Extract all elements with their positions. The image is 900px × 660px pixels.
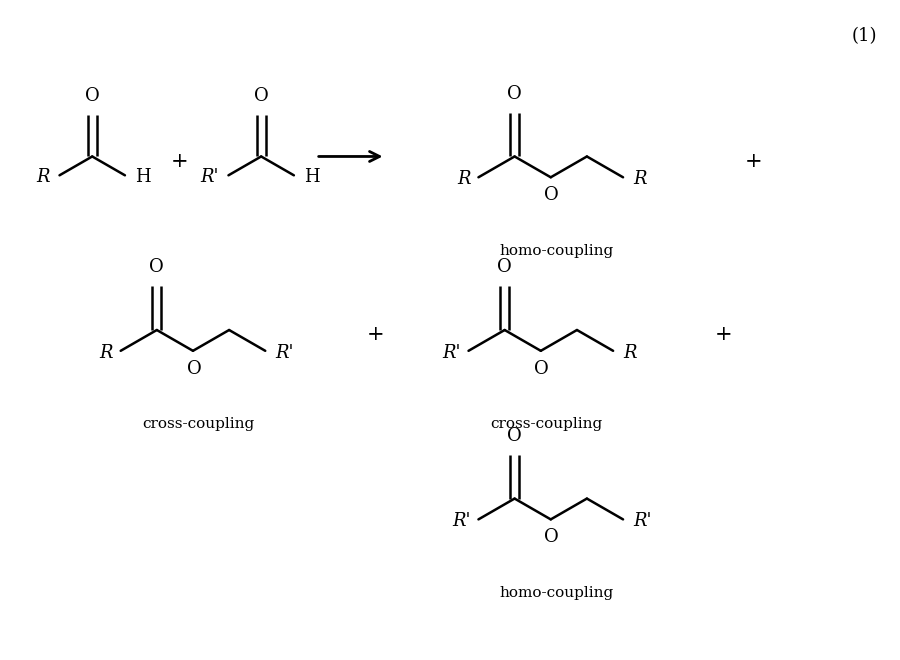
Text: H: H	[304, 168, 320, 186]
Text: O: O	[498, 259, 512, 277]
Text: R: R	[36, 168, 50, 186]
Text: R': R'	[452, 512, 471, 531]
Text: cross-coupling: cross-coupling	[491, 417, 602, 431]
Text: R': R'	[442, 344, 461, 362]
Text: O: O	[535, 360, 549, 378]
Text: R: R	[633, 170, 646, 188]
Text: O: O	[544, 186, 559, 204]
Text: +: +	[744, 152, 762, 171]
Text: H: H	[135, 168, 150, 186]
Text: R: R	[99, 344, 112, 362]
Text: (1): (1)	[851, 28, 878, 46]
Text: +: +	[171, 152, 188, 171]
Text: R': R'	[200, 168, 219, 186]
Text: cross-coupling: cross-coupling	[142, 417, 255, 431]
Text: O: O	[149, 259, 164, 277]
Text: R': R'	[275, 344, 293, 362]
Text: +: +	[715, 325, 732, 345]
Text: homo-coupling: homo-coupling	[500, 586, 614, 600]
Text: O: O	[186, 360, 202, 378]
Text: homo-coupling: homo-coupling	[500, 244, 614, 257]
Text: R: R	[623, 344, 636, 362]
Text: O: O	[544, 528, 559, 546]
Text: R: R	[457, 170, 471, 188]
Text: O: O	[254, 87, 268, 105]
Text: +: +	[366, 325, 384, 345]
Text: R': R'	[633, 512, 652, 531]
Text: O: O	[508, 85, 522, 103]
Text: O: O	[85, 87, 100, 105]
Text: O: O	[508, 427, 522, 445]
